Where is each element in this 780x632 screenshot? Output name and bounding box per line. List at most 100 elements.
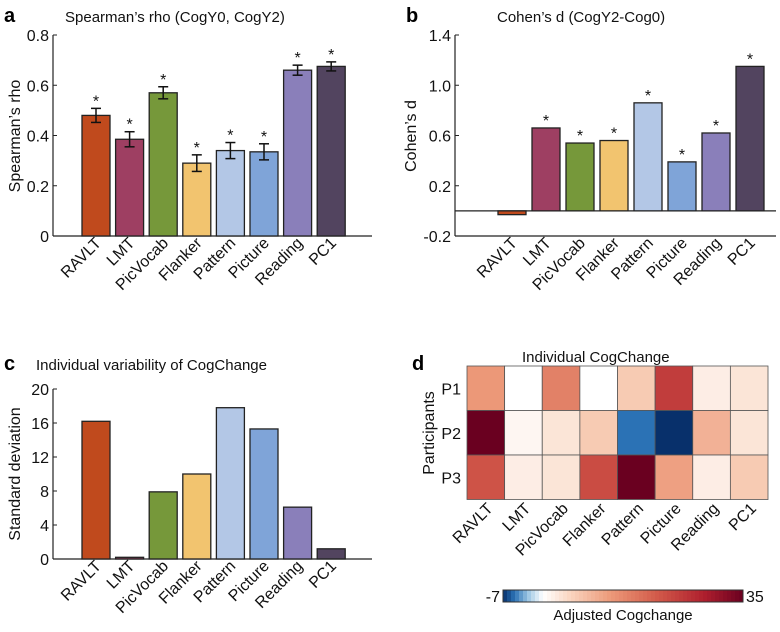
significance-marker: * xyxy=(747,51,753,68)
title-b: Cohen’s d (CogY2-Cog0) xyxy=(497,9,665,26)
significance-marker: * xyxy=(160,72,166,89)
colorbar-segment xyxy=(567,590,572,602)
colorbar-segment xyxy=(527,590,532,602)
significance-marker: * xyxy=(93,93,99,110)
colorbar-segment xyxy=(571,590,576,602)
bar-a-picvocab xyxy=(148,92,178,237)
colorbar-label: Adjusted Cogchange xyxy=(553,607,692,624)
bar-c-pc1 xyxy=(316,548,346,560)
heatmap-cell xyxy=(654,454,694,500)
bar-c-picture xyxy=(249,428,279,560)
colorbar-segment xyxy=(519,590,524,602)
heatmap-cell xyxy=(466,410,506,456)
heatmap-cell xyxy=(692,454,731,500)
x-tick-label-a: RAVLT xyxy=(58,235,105,282)
x-tick-label-b: PC1 xyxy=(725,235,759,269)
colorbar-segment xyxy=(735,590,740,602)
colorbar-segment xyxy=(563,590,568,602)
heatmap-cell xyxy=(729,410,769,456)
colorbar-segment xyxy=(723,590,728,602)
heatmap-cell xyxy=(654,365,694,411)
colorbar-segment xyxy=(503,590,508,602)
bar-a-lmt xyxy=(114,138,145,237)
colorbar-segment xyxy=(655,590,660,602)
colorbar-segment xyxy=(739,590,744,602)
heatmap-cell xyxy=(504,454,543,500)
bar-c-lmt xyxy=(114,556,145,560)
bar-b-picvocab xyxy=(565,142,595,212)
colorbar-segment xyxy=(731,590,736,602)
significance-marker: * xyxy=(194,140,200,157)
colorbar-segment xyxy=(579,590,584,602)
colorbar-segment xyxy=(611,590,616,602)
bar-a-ravlt xyxy=(81,114,111,237)
colorbar-segment xyxy=(547,590,552,602)
colorbar-segment xyxy=(659,590,664,602)
bar-c-ravlt xyxy=(81,420,111,560)
bar-b-flanker xyxy=(599,139,629,212)
ylabel-c: Standard deviation xyxy=(7,407,24,540)
bar-c-reading xyxy=(282,506,313,560)
title-c: Individual variability of CogChange xyxy=(36,357,267,374)
colorbar-segment xyxy=(703,590,708,602)
heatmap-cell xyxy=(617,365,656,411)
colorbar-segment xyxy=(699,590,704,602)
significance-marker: * xyxy=(126,117,132,134)
x-tick-label-c: RAVLT xyxy=(58,558,105,605)
bar-b-pattern xyxy=(633,102,663,212)
colorbar-segment xyxy=(531,590,536,602)
heatmap-cell xyxy=(541,365,581,411)
title-a: Spearman’s rho (CogY0, CogY2) xyxy=(65,9,285,26)
significance-marker: * xyxy=(227,128,233,145)
heatmap-cell xyxy=(466,365,506,411)
x-tick-label-d: RAVLT xyxy=(450,500,497,547)
significance-marker: * xyxy=(645,88,651,105)
bar-a-reading xyxy=(282,69,313,237)
significance-marker: * xyxy=(577,128,583,145)
y-tick-label-b: 1.0 xyxy=(429,78,451,95)
significance-marker: * xyxy=(611,126,617,143)
heatmap-cell xyxy=(541,410,581,456)
y-tick-label-a: 0.2 xyxy=(27,179,49,196)
y-tick-label-a: 0.8 xyxy=(27,28,49,45)
y-tick-label-b: 0.2 xyxy=(429,179,451,196)
y-tick-label-c: 4 xyxy=(40,518,49,535)
y-tick-label-b: 0.6 xyxy=(429,129,451,146)
colorbar-segment xyxy=(707,590,712,602)
panel-label-b: b xyxy=(406,5,418,27)
heatmap-cell xyxy=(579,365,618,411)
colorbar-segment xyxy=(583,590,588,602)
y-tick-label-c: 20 xyxy=(31,382,49,399)
bar-a-picture xyxy=(249,151,279,237)
colorbar-segment xyxy=(619,590,624,602)
ylabel-b: Cohen’s d xyxy=(403,100,420,172)
x-tick-label-d: PC1 xyxy=(726,500,760,534)
colorbar-segment xyxy=(615,590,620,602)
colorbar-segment xyxy=(543,590,548,602)
bar-a-flanker xyxy=(182,162,212,237)
colorbar-segment xyxy=(599,590,604,602)
y-tick-label-c: 16 xyxy=(31,416,49,433)
colorbar-segment xyxy=(539,590,544,602)
colorbar-segment xyxy=(683,590,688,602)
heatmap-cell xyxy=(617,410,656,456)
y-tick-label-a: 0 xyxy=(40,229,49,246)
colorbar-segment xyxy=(575,590,580,602)
colorbar-segment xyxy=(607,590,612,602)
colorbar-segment xyxy=(507,590,512,602)
bar-b-pc1 xyxy=(735,65,765,212)
row-label: P3 xyxy=(441,470,461,487)
colorbar-segment xyxy=(663,590,668,602)
ylabel-d: Participants xyxy=(421,391,438,475)
colorbar-segment xyxy=(535,590,540,602)
heatmap-cell xyxy=(692,410,731,456)
colorbar-segment xyxy=(551,590,556,602)
y-tick-label-a: 0.4 xyxy=(27,129,49,146)
colorbar-segment xyxy=(671,590,676,602)
row-label: P1 xyxy=(441,381,461,398)
colorbar-segment xyxy=(623,590,628,602)
colorbar-segment xyxy=(719,590,724,602)
heatmap-cell xyxy=(579,454,618,500)
significance-marker: * xyxy=(294,50,300,67)
